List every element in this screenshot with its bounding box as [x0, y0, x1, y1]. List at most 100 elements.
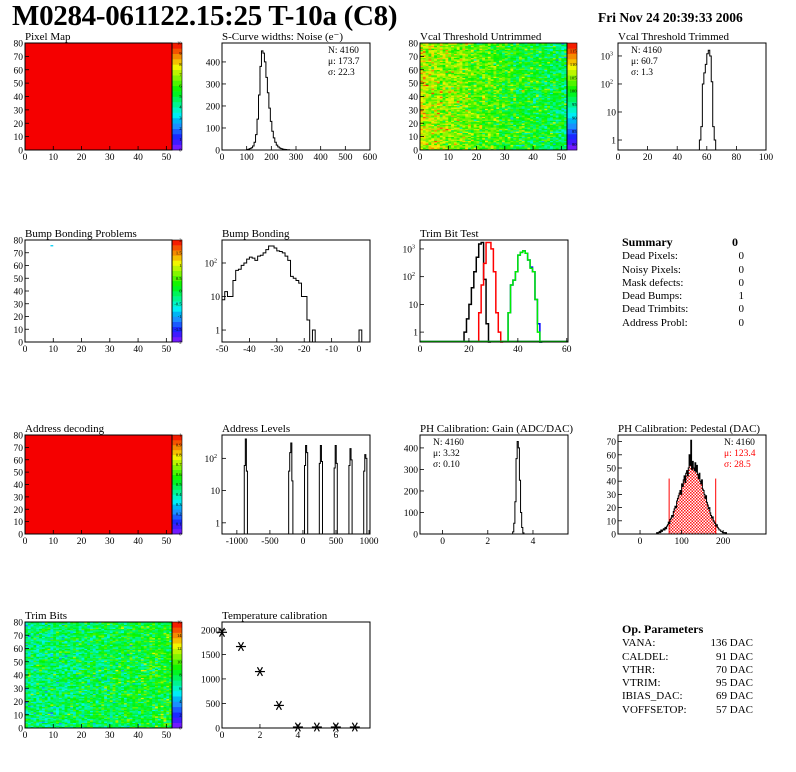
heatmap-cell: [501, 99, 506, 101]
heatmap-cell: [465, 105, 469, 108]
heatmap-cell: [496, 73, 500, 76]
heatmap-cell: [425, 103, 429, 105]
heatmap-cell: [431, 44, 435, 46]
heatmap-cell: [431, 105, 435, 108]
heatmap-cell: [518, 85, 523, 88]
heatmap-cell: [550, 61, 554, 64]
heatmap-cell: [516, 80, 520, 83]
heatmap-cell: [434, 140, 438, 143]
heatmap-cell: [493, 72, 497, 75]
heatmap-cell: [564, 92, 568, 95]
heatmap-cell: [448, 124, 452, 127]
heatmap-cell: [558, 111, 562, 113]
heatmap-cell: [30, 633, 34, 636]
heatmap-cell: [490, 71, 494, 73]
color-scale-segment: [172, 479, 182, 485]
heatmap-cell: [507, 105, 511, 108]
heatmap-cell: [448, 95, 452, 97]
heatmap-cell: [493, 71, 497, 73]
heatmap-cell: [425, 148, 429, 151]
heatmap-cell: [453, 132, 458, 135]
heatmap-cell: [504, 125, 508, 128]
heatmap-cell: [504, 132, 508, 135]
y-tick-label: 10: [409, 301, 419, 311]
heatmap-cell: [533, 101, 537, 104]
heatmap-cell: [30, 652, 34, 655]
heatmap-cell: [485, 68, 489, 71]
x-tick-label: 40: [133, 345, 143, 355]
heatmap-cell: [550, 57, 554, 60]
heatmap-cell: [490, 92, 494, 95]
heatmap-cell: [490, 147, 494, 149]
heatmap-cell: [501, 131, 506, 133]
heatmap-cell: [558, 63, 562, 65]
heatmap-cell: [420, 45, 424, 48]
heatmap-cell: [530, 67, 534, 69]
heatmap-cell: [479, 101, 483, 104]
heatmap-cell: [504, 120, 508, 123]
heatmap-cell: [564, 71, 568, 73]
heatmap-cell: [547, 69, 551, 72]
heatmap-cell: [510, 123, 514, 125]
heatmap-cell: [564, 147, 568, 149]
heatmap-cell: [431, 109, 435, 112]
heatmap-cell: [442, 140, 446, 143]
heatmap-cell: [448, 116, 452, 119]
heatmap-cell: [535, 133, 540, 136]
heatmap-cell: [521, 75, 525, 77]
heatmap-cell: [27, 669, 31, 672]
heatmap-cell: [561, 93, 565, 96]
heatmap-cell: [445, 140, 449, 143]
heatmap-cell: [533, 81, 537, 84]
heatmap-cell: [436, 129, 441, 132]
heatmap-cell: [547, 145, 551, 148]
heatmap-cell: [535, 87, 540, 89]
heatmap-cell: [555, 59, 559, 61]
heatmap-cell: [442, 48, 446, 50]
heatmap-cell: [30, 689, 34, 692]
heatmap-cell: [462, 64, 466, 67]
stats-line: σ: 0.10: [433, 460, 460, 470]
heatmap-cell: [33, 696, 37, 698]
heatmap-cell: [513, 59, 517, 61]
heatmap-cell: [468, 97, 472, 100]
heatmap-cell: [431, 116, 435, 119]
color-scale-segment: [172, 469, 182, 475]
heatmap-cell: [425, 43, 429, 45]
y-tick-label: 0: [18, 531, 23, 541]
heatmap-cell: [439, 105, 443, 108]
heatmap-cell: [518, 95, 523, 97]
heatmap-cell: [544, 85, 548, 88]
heatmap-cell: [420, 53, 424, 56]
heatmap-cell: [473, 125, 477, 128]
heatmap-cell: [544, 91, 548, 93]
heatmap-cell: [521, 99, 525, 101]
heatmap-cell: [558, 87, 562, 89]
heatmap-cell: [420, 133, 424, 136]
heatmap-cell: [527, 105, 531, 108]
heatmap-cell: [442, 77, 446, 80]
heatmap-cell: [521, 109, 525, 112]
heatmap-cell: [33, 667, 37, 669]
heatmap-cell: [439, 69, 443, 72]
heatmap-cell: [468, 107, 472, 109]
heatmap-cell: [487, 112, 491, 115]
heatmap-cell: [468, 55, 472, 57]
heatmap-cell: [547, 100, 551, 103]
heatmap-cell: [533, 72, 537, 75]
heatmap-cell: [555, 107, 559, 109]
heatmap-cell: [459, 139, 463, 141]
heatmap-cell: [465, 131, 469, 133]
heatmap-cell: [490, 136, 494, 139]
heatmap-cell: [476, 43, 480, 45]
heatmap-cell: [439, 79, 443, 81]
heatmap-cell: [541, 129, 545, 132]
heatmap-cell: [552, 88, 556, 91]
heatmap-cell: [493, 89, 497, 92]
heatmap-cell: [558, 108, 562, 111]
heatmap-cell: [527, 79, 531, 81]
heatmap-cell: [422, 107, 426, 109]
heatmap-cell: [459, 79, 463, 81]
heatmap-cell: [431, 113, 435, 116]
heatmap-cell: [541, 91, 545, 93]
